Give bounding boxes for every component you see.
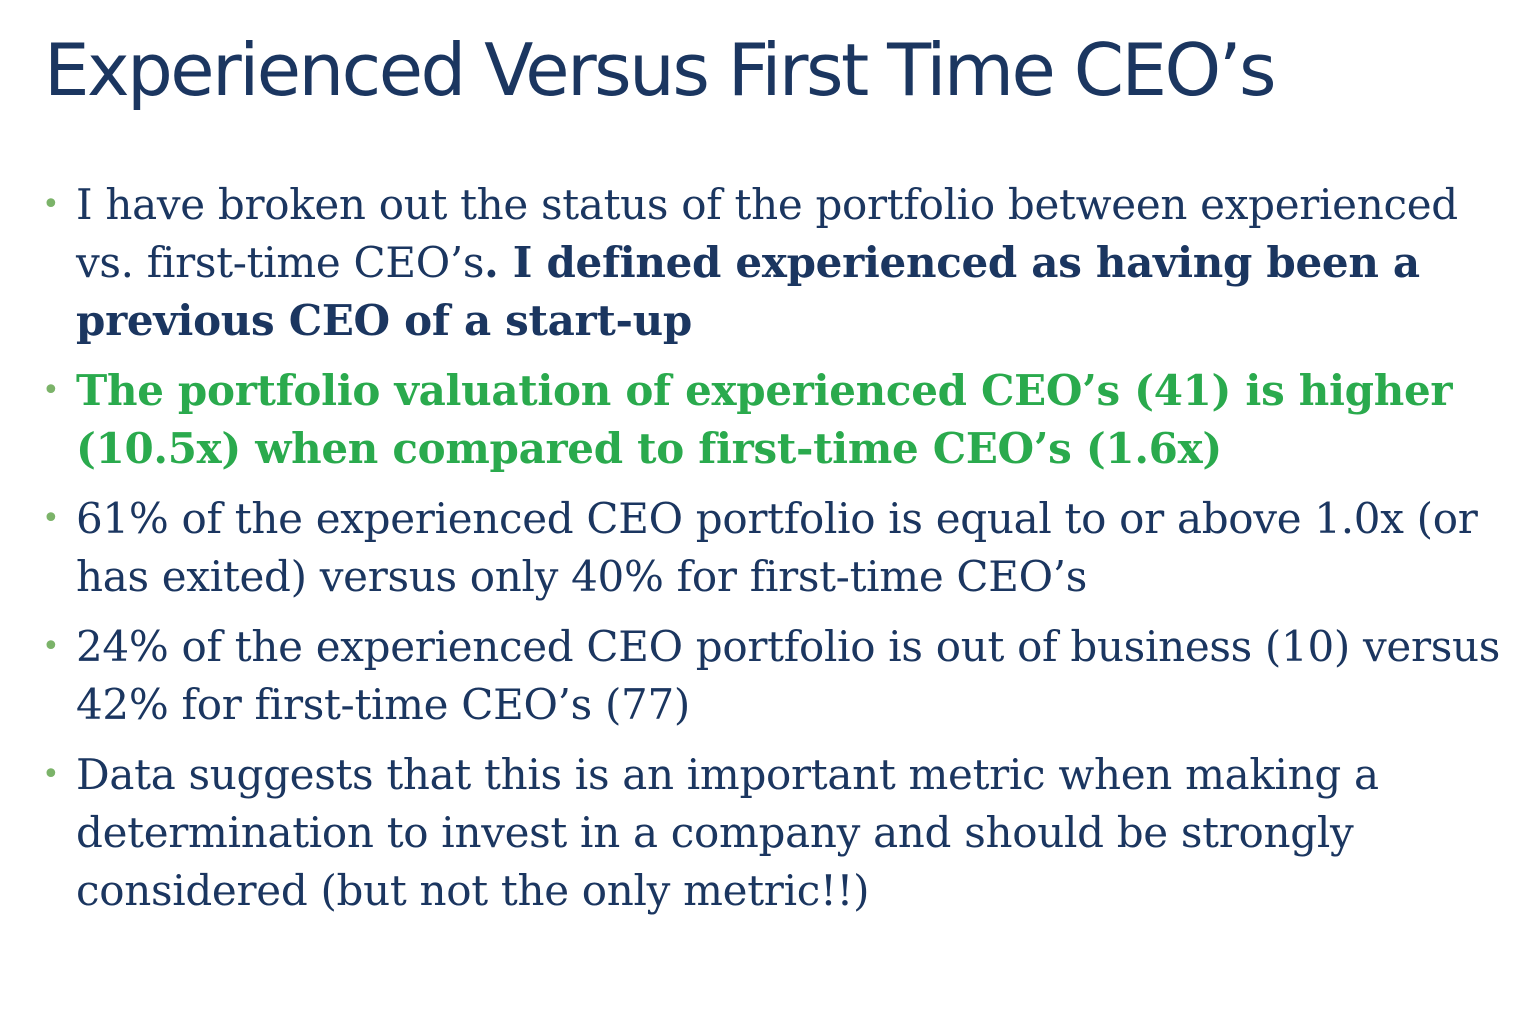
- bullet-marker: •: [42, 757, 60, 792]
- bullet-highlight-text: The portfolio valuation of experienced C…: [76, 366, 1453, 473]
- bullet-text: 24% of the experienced CEO portfolio is …: [76, 622, 1501, 729]
- bullet-item: • 61% of the experienced CEO portfolio i…: [42, 490, 1504, 606]
- bullet-text: I have broken out the status of the port…: [76, 180, 1458, 287]
- bullet-item: • The portfolio valuation of experienced…: [42, 362, 1504, 478]
- bullet-text: 61% of the experienced CEO portfolio is …: [76, 494, 1478, 601]
- bullet-item: • 24% of the experienced CEO portfolio i…: [42, 618, 1504, 734]
- bullet-item: • Data suggests that this is an importan…: [42, 746, 1504, 920]
- bullet-item: • I have broken out the status of the po…: [42, 176, 1504, 350]
- bullet-bold-text: . I defined experienced as having been a…: [76, 238, 1420, 345]
- bullet-list: • I have broken out the status of the po…: [42, 176, 1504, 932]
- bullet-marker: •: [42, 501, 60, 536]
- bullet-marker: •: [42, 629, 60, 664]
- bullet-text: Data suggests that this is an important …: [76, 750, 1379, 915]
- slide-title: Experienced Versus First Time CEO’s: [44, 28, 1277, 112]
- bullet-marker: •: [42, 373, 60, 408]
- bullet-marker: •: [42, 187, 60, 222]
